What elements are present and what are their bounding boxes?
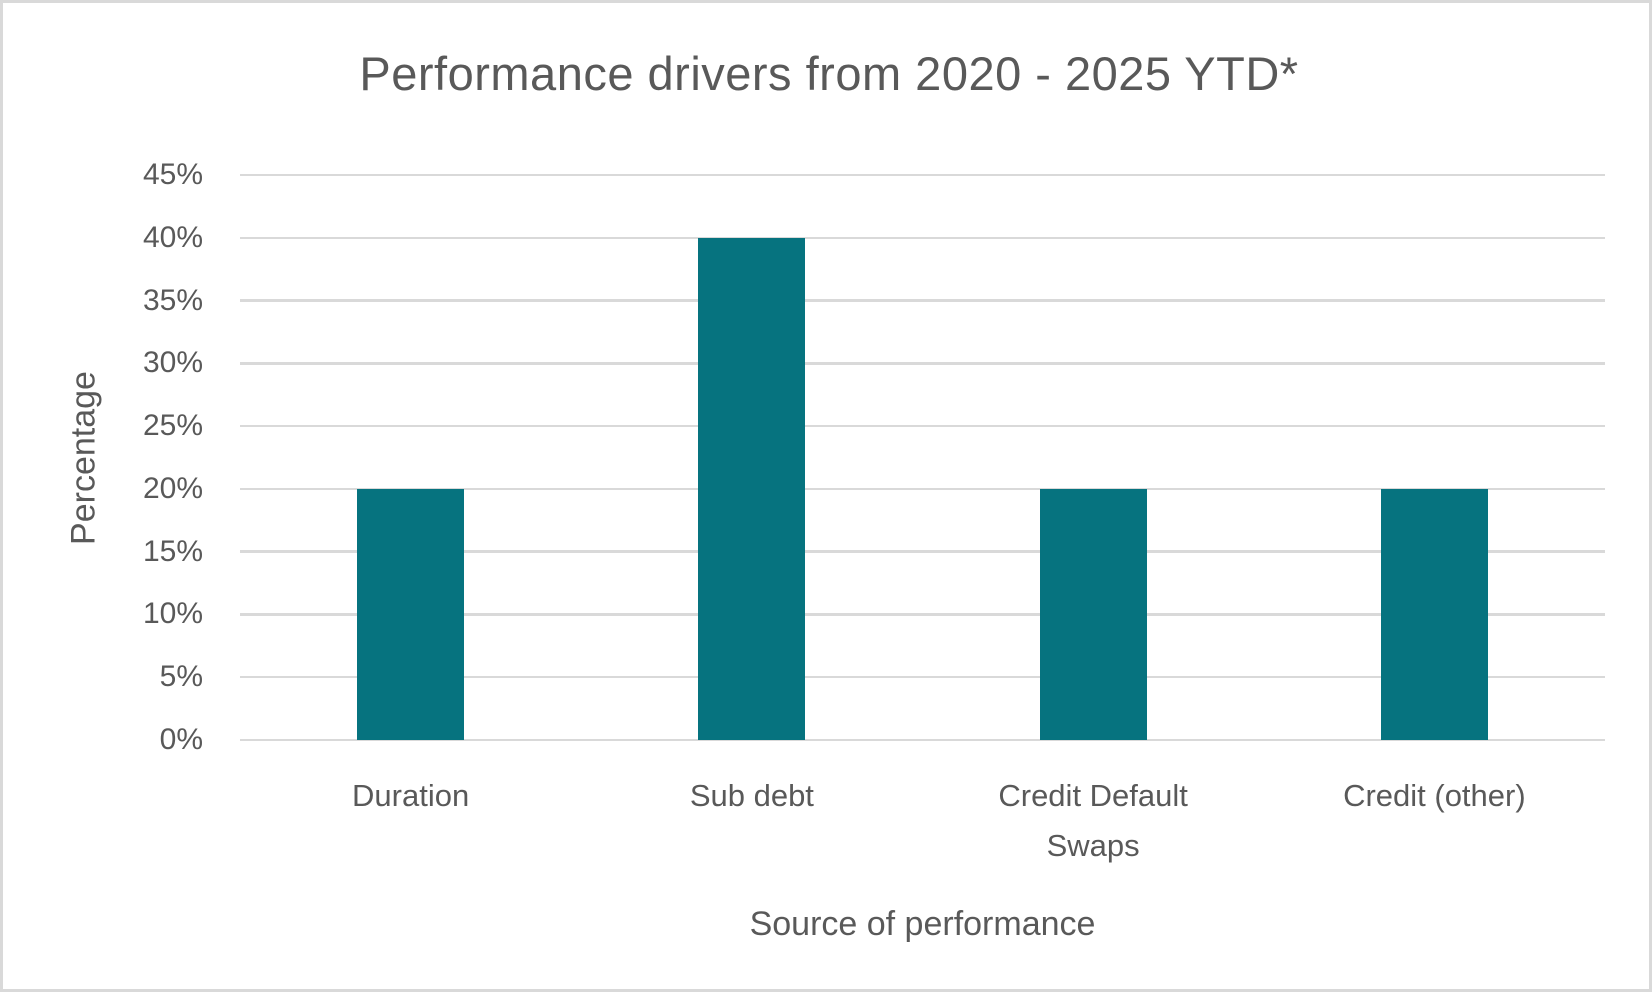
x-axis-category-labels: Duration Sub debt Credit Default Swaps Cred… [3,771,1649,881]
gridline-25pct [240,424,1605,428]
bar-duration [357,488,465,740]
y-tick-label-25pct: 25% [142,409,203,443]
y-tick-label-35pct: 35% [142,283,203,317]
gridline-40pct [240,236,1605,240]
y-tick-label-10pct: 10% [142,597,203,631]
y-tick-label-45pct: 45% [142,158,203,191]
gridline-45pct [240,173,1605,177]
x-category-label-sub-debt: Sub debt [689,778,814,813]
gridline-30pct [240,362,1605,365]
x-category-label-credit-other-: Credit (other) [1343,778,1526,813]
plot-area [240,173,1605,742]
bar-sub-debt [698,237,806,740]
gridline-5pct [240,675,1605,679]
gridline-0pct [240,738,1605,742]
y-axis-tick-labels: 0% 5% 10% 15% 20% 25% 30% 35% 40% 45% [3,3,203,989]
y-tick-label-40pct: 40% [142,220,203,254]
y-tick-label-20pct: 20% [142,471,203,505]
x-category-label-credit-default-swaps: Credit Default Swaps [998,778,1188,863]
gridline-15pct [240,550,1605,553]
chart-title: Performance drivers from 2020 - 2025 YTD… [359,47,1299,100]
y-tick-label-0pct: 0% [159,723,203,756]
y-tick-label-5pct: 5% [159,660,203,694]
bar-credit-default-swaps [1039,488,1147,740]
gridline-35pct [240,299,1605,302]
x-category-label-duration: Duration [352,778,470,813]
bar-credit-other- [1380,488,1488,740]
y-tick-label-15pct: 15% [142,534,203,568]
x-axis-title: Source of performance [749,905,1096,943]
y-tick-label-30pct: 30% [142,346,203,380]
gridline-10pct [240,613,1605,616]
gridline-20pct [240,487,1605,491]
